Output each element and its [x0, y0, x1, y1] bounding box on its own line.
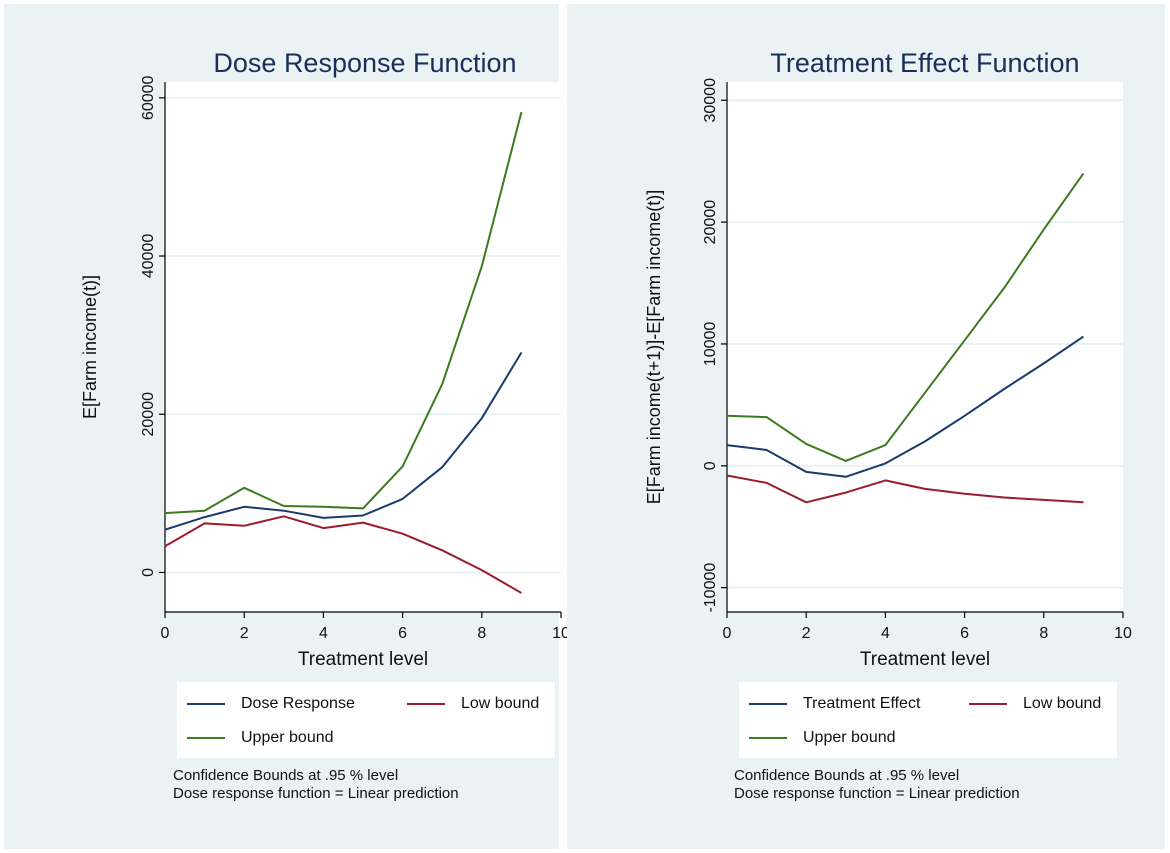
note-dose-response-function: Dose response function = Linear predicti…	[173, 785, 459, 802]
y-axis-label: E[Farm income(t)]	[80, 275, 100, 419]
legend-label-dose-response: Dose Response	[241, 695, 355, 712]
legend-swatch-low-bound	[407, 703, 445, 705]
x-tick-label: 2	[240, 625, 249, 642]
left-legend: Dose Response Low bound Upper bound	[177, 682, 555, 758]
legend-entry-upper-bound: Upper bound	[187, 728, 334, 748]
y-tick-label: 10000	[702, 322, 719, 367]
x-tick-label: 10	[552, 625, 570, 642]
y-tick-label: 0	[140, 568, 157, 577]
y-tick-label: 20000	[140, 392, 157, 437]
legend-label-upper-bound: Upper bound	[803, 729, 896, 746]
series-line-dose-response	[164, 351, 523, 531]
legend-swatch-upper-bound	[187, 737, 225, 739]
legend-swatch-low-bound	[969, 703, 1007, 705]
x-tick-label: 8	[1039, 625, 1048, 642]
x-axis-label: Treatment level	[860, 649, 990, 670]
chart-title: Dose Response Function	[213, 48, 516, 78]
y-tick-label: 30000	[702, 78, 719, 123]
y-tick-label: 0	[702, 461, 719, 470]
x-tick-label: 2	[802, 625, 811, 642]
left-notes: Confidence Bounds at .95 % level Dose re…	[173, 767, 459, 803]
legend-entry-treatment-effect: Treatment Effect	[749, 694, 920, 714]
legend-entry-low-bound: Low bound	[969, 694, 1101, 714]
x-tick-label: 6	[398, 625, 407, 642]
x-tick-label: 8	[477, 625, 486, 642]
legend-swatch-treatment-effect	[749, 703, 787, 705]
right-legend: Treatment Effect Low bound Upper bound	[739, 682, 1117, 758]
legend-label-upper-bound: Upper bound	[241, 729, 334, 746]
right-plot-area	[727, 82, 1123, 612]
legend-swatch-upper-bound	[749, 737, 787, 739]
x-axis-label: Treatment level	[298, 649, 428, 670]
series-line-upper-bound	[164, 111, 523, 515]
y-axis-label: E[Farm income(t+1)]-E[Farm income(t)]	[644, 190, 664, 505]
x-tick-label: 10	[1114, 625, 1132, 642]
legend-label-treatment-effect: Treatment Effect	[803, 695, 921, 712]
legend-label-low-bound: Low bound	[461, 695, 540, 712]
legend-label-low-bound: Low bound	[1023, 695, 1102, 712]
note-confidence-bounds: Confidence Bounds at .95 % level	[173, 767, 399, 784]
x-tick-label: 0	[161, 625, 170, 642]
left-plot-area	[165, 82, 561, 612]
legend-swatch-dose-response	[187, 703, 225, 705]
right-notes: Confidence Bounds at .95 % level Dose re…	[734, 767, 1020, 803]
series-line-upper-bound	[726, 172, 1085, 462]
y-tick-label: -10000	[702, 563, 719, 613]
x-tick-label: 4	[319, 625, 328, 642]
y-tick-label: 40000	[140, 234, 157, 279]
series-line-low-bound	[164, 515, 522, 594]
series-line-treatment-effect	[726, 335, 1084, 478]
legend-entry-upper-bound: Upper bound	[749, 728, 896, 748]
y-tick-label: 20000	[702, 200, 719, 245]
note-dose-response-function: Dose response function = Linear predicti…	[734, 785, 1020, 802]
legend-entry-low-bound: Low bound	[407, 694, 539, 714]
chart-title: Treatment Effect Function	[770, 48, 1079, 78]
x-tick-label: 0	[723, 625, 732, 642]
series-line-low-bound	[726, 474, 1084, 504]
x-tick-label: 6	[960, 625, 969, 642]
x-tick-label: 4	[881, 625, 890, 642]
note-confidence-bounds: Confidence Bounds at .95 % level	[734, 767, 960, 784]
y-tick-label: 60000	[140, 75, 157, 120]
legend-entry-dose-response: Dose Response	[187, 694, 355, 714]
